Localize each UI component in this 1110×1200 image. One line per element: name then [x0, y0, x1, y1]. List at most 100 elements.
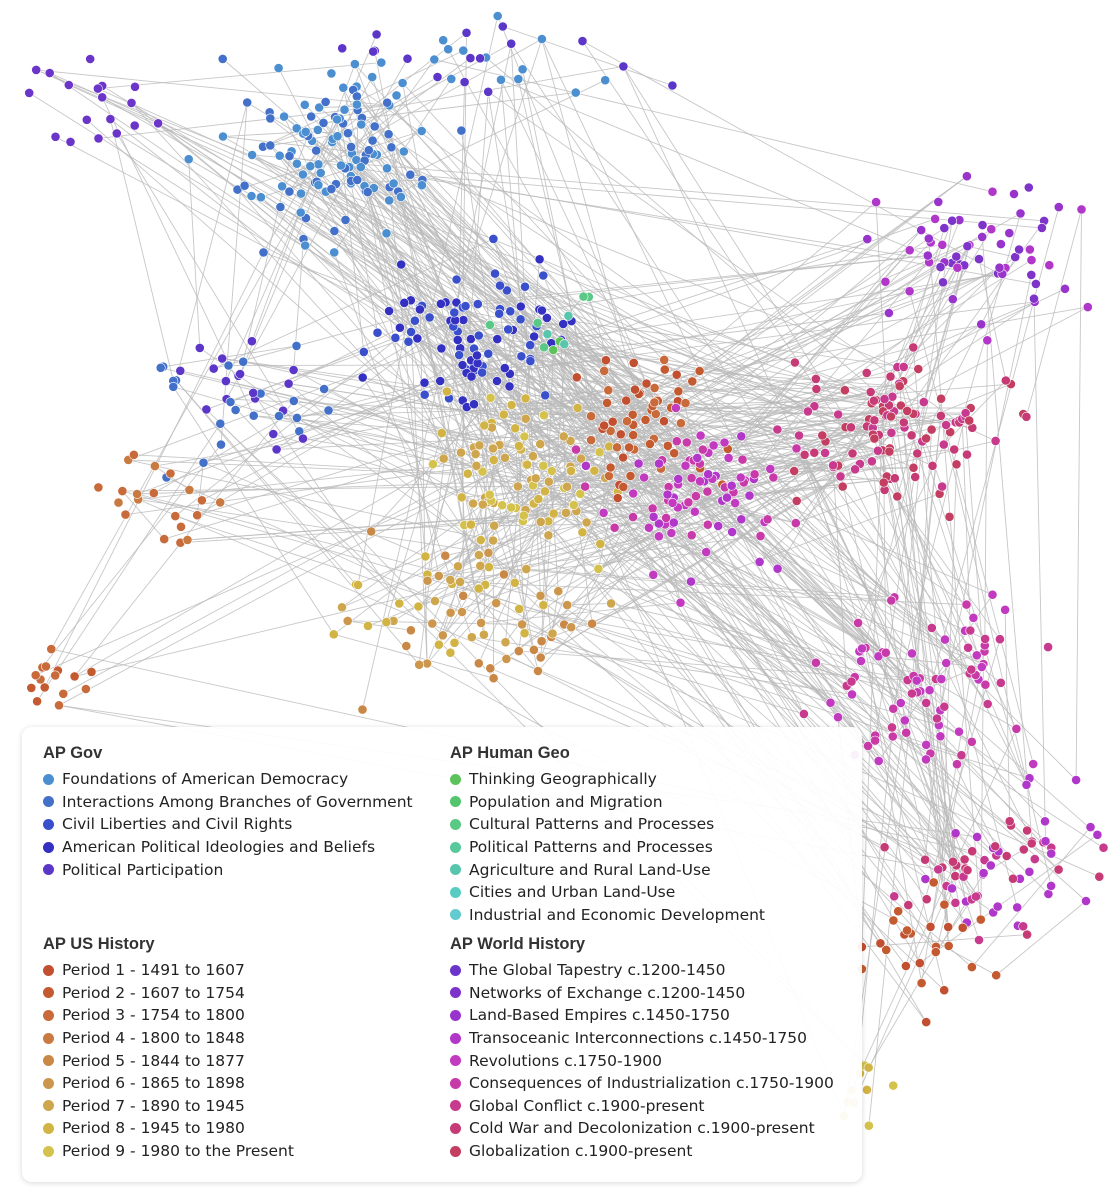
graph-node[interactable]	[686, 530, 697, 541]
graph-node[interactable]	[1021, 411, 1032, 422]
graph-node[interactable]	[727, 527, 737, 537]
graph-node[interactable]	[300, 240, 311, 251]
graph-node[interactable]	[939, 899, 950, 910]
graph-node[interactable]	[862, 1084, 872, 1095]
graph-node[interactable]	[666, 528, 677, 538]
graph-node[interactable]	[906, 430, 917, 441]
graph-node[interactable]	[1025, 244, 1035, 255]
graph-node[interactable]	[477, 367, 487, 378]
graph-node[interactable]	[676, 418, 686, 429]
graph-node[interactable]	[429, 54, 440, 65]
graph-node[interactable]	[912, 448, 923, 459]
graph-node[interactable]	[599, 365, 610, 376]
graph-node[interactable]	[563, 310, 574, 321]
legend-item[interactable]: Civil Liberties and Civil Rights	[43, 813, 443, 836]
graph-node[interactable]	[951, 251, 962, 262]
graph-node[interactable]	[533, 666, 543, 676]
graph-node[interactable]	[952, 759, 962, 770]
graph-node[interactable]	[799, 449, 810, 460]
graph-node[interactable]	[1026, 838, 1037, 849]
graph-node[interactable]	[472, 350, 482, 361]
graph-node[interactable]	[601, 355, 611, 366]
graph-node[interactable]	[419, 377, 430, 388]
graph-node[interactable]	[165, 468, 176, 479]
graph-node[interactable]	[811, 384, 822, 394]
graph-node[interactable]	[869, 433, 880, 444]
graph-node[interactable]	[435, 376, 446, 386]
graph-node[interactable]	[593, 563, 604, 574]
graph-node[interactable]	[268, 429, 279, 439]
graph-node[interactable]	[630, 384, 640, 395]
graph-node[interactable]	[1037, 222, 1047, 233]
graph-node[interactable]	[971, 650, 982, 661]
graph-node[interactable]	[403, 336, 414, 347]
graph-node[interactable]	[458, 315, 469, 325]
graph-node[interactable]	[532, 317, 543, 328]
graph-node[interactable]	[1028, 759, 1039, 769]
graph-node[interactable]	[326, 184, 337, 194]
graph-node[interactable]	[24, 88, 35, 98]
graph-node[interactable]	[1001, 851, 1012, 861]
graph-node[interactable]	[667, 497, 678, 508]
legend-item[interactable]: Transoceanic Interconnections c.1450-175…	[450, 1027, 850, 1050]
graph-node[interactable]	[898, 417, 909, 428]
graph-node[interactable]	[491, 598, 502, 608]
graph-node[interactable]	[575, 488, 586, 499]
graph-node[interactable]	[473, 658, 484, 669]
graph-node[interactable]	[105, 114, 116, 124]
graph-node[interactable]	[603, 385, 614, 396]
graph-node[interactable]	[483, 86, 494, 97]
graph-node[interactable]	[394, 322, 405, 333]
graph-node[interactable]	[873, 756, 884, 766]
graph-node[interactable]	[885, 371, 896, 382]
graph-node[interactable]	[44, 68, 55, 78]
graph-node[interactable]	[339, 104, 350, 115]
graph-node[interactable]	[719, 437, 730, 448]
graph-node[interactable]	[438, 35, 449, 46]
graph-node[interactable]	[216, 439, 226, 450]
graph-node[interactable]	[223, 360, 234, 371]
legend-item[interactable]: Political Participation	[43, 858, 443, 881]
graph-node[interactable]	[671, 369, 682, 380]
graph-node[interactable]	[288, 395, 299, 406]
graph-node[interactable]	[935, 262, 946, 272]
graph-node[interactable]	[406, 326, 416, 337]
legend-item[interactable]: Period 1 - 1491 to 1607	[43, 959, 443, 982]
graph-node[interactable]	[225, 397, 236, 407]
graph-node[interactable]	[265, 113, 276, 124]
graph-node[interactable]	[517, 64, 528, 75]
graph-node[interactable]	[884, 446, 895, 457]
graph-node[interactable]	[1053, 864, 1064, 875]
graph-node[interactable]	[654, 458, 664, 469]
graph-node[interactable]	[340, 214, 351, 225]
graph-node[interactable]	[356, 119, 367, 130]
graph-node[interactable]	[168, 381, 179, 392]
graph-node[interactable]	[668, 517, 679, 528]
graph-node[interactable]	[947, 215, 957, 226]
graph-node[interactable]	[736, 431, 747, 442]
graph-node[interactable]	[470, 449, 481, 459]
graph-node[interactable]	[920, 854, 930, 865]
graph-node[interactable]	[521, 564, 532, 574]
graph-node[interactable]	[499, 363, 510, 373]
graph-node[interactable]	[994, 262, 1005, 273]
graph-node[interactable]	[867, 456, 877, 467]
graph-node[interactable]	[586, 411, 596, 422]
graph-node[interactable]	[358, 346, 369, 357]
graph-node[interactable]	[689, 506, 700, 517]
graph-node[interactable]	[641, 378, 652, 389]
graph-node[interactable]	[409, 315, 420, 326]
graph-node[interactable]	[528, 451, 538, 461]
graph-node[interactable]	[525, 356, 536, 366]
graph-node[interactable]	[111, 128, 122, 139]
graph-node[interactable]	[803, 406, 813, 417]
graph-node[interactable]	[847, 689, 857, 700]
graph-node[interactable]	[703, 469, 714, 480]
graph-node[interactable]	[484, 489, 495, 500]
graph-node[interactable]	[198, 457, 209, 468]
graph-node[interactable]	[500, 452, 510, 463]
graph-node[interactable]	[466, 632, 477, 643]
graph-node[interactable]	[175, 365, 186, 376]
graph-node[interactable]	[950, 897, 961, 908]
graph-node[interactable]	[908, 462, 919, 473]
